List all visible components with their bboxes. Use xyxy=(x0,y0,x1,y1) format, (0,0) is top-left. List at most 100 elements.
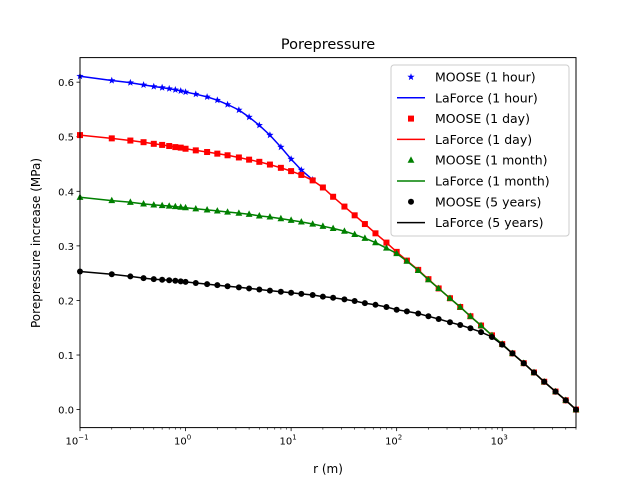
moose-point xyxy=(277,164,284,171)
moose-point xyxy=(266,161,273,168)
legend-marker-square xyxy=(408,115,414,122)
moose-point xyxy=(256,286,263,293)
moose-point xyxy=(266,131,274,139)
x-tick-label: 102 xyxy=(385,434,402,448)
moose-point xyxy=(159,276,166,283)
legend-label: LaForce (5 years) xyxy=(435,215,544,230)
moose-point xyxy=(245,113,253,121)
moose-point xyxy=(192,204,200,212)
moose-point xyxy=(266,287,273,294)
moose-point xyxy=(414,266,422,274)
moose-point xyxy=(435,316,442,323)
moose-point xyxy=(166,277,173,284)
y-tick-label: 0.4 xyxy=(58,187,74,198)
moose-point xyxy=(541,378,548,385)
moose-point xyxy=(383,239,390,246)
moose-point xyxy=(192,90,200,98)
moose-point xyxy=(108,271,115,278)
legend-label: MOOSE (1 hour) xyxy=(435,70,536,85)
moose-point xyxy=(309,220,317,227)
moose-point xyxy=(235,209,243,216)
moose-point xyxy=(204,281,211,288)
moose-point xyxy=(297,166,305,174)
y-tick-label: 0.1 xyxy=(58,351,74,362)
moose-point xyxy=(171,86,179,93)
moose-point xyxy=(309,291,316,298)
moose-point xyxy=(361,221,368,228)
moose-point xyxy=(341,296,348,303)
moose-point xyxy=(456,303,464,310)
moose-point xyxy=(126,198,134,205)
y-tick-label: 0.5 xyxy=(58,133,74,144)
moose-point xyxy=(158,201,166,209)
moose-point xyxy=(140,275,147,282)
moose-point xyxy=(288,168,295,175)
moose-point xyxy=(403,308,410,315)
moose-point xyxy=(256,158,263,165)
moose-point xyxy=(329,224,337,232)
moose-point xyxy=(383,303,390,310)
y-tick-label: 0.2 xyxy=(58,296,74,307)
moose-point xyxy=(393,306,400,313)
moose-point xyxy=(372,238,379,246)
moose-point xyxy=(319,184,326,191)
moose-point xyxy=(108,135,115,142)
moose-point xyxy=(203,93,211,100)
y-tick-label: 0.3 xyxy=(58,242,74,253)
moose-point xyxy=(165,84,173,92)
moose-point xyxy=(246,285,253,292)
moose-point xyxy=(140,200,147,207)
moose-point xyxy=(171,202,179,210)
moose-point xyxy=(287,216,295,223)
moose-point xyxy=(361,300,368,307)
moose-point xyxy=(319,293,326,300)
series-star xyxy=(76,72,317,183)
moose-point xyxy=(182,145,189,152)
moose-point xyxy=(245,210,253,217)
moose-point xyxy=(177,203,185,210)
moose-point xyxy=(158,83,166,91)
moose-point xyxy=(477,321,485,329)
moose-point xyxy=(288,289,295,296)
moose-point xyxy=(246,156,253,163)
moose-point xyxy=(415,310,422,317)
moose-point xyxy=(213,207,221,214)
legend: MOOSE (1 hour) LaForce (1 hour) MOOSE (1 d… xyxy=(390,64,570,237)
moose-point xyxy=(213,96,221,104)
moose-point xyxy=(127,273,134,280)
moose-point xyxy=(165,202,173,209)
y-axis-label: Porepressure increase (MPa) xyxy=(29,158,43,328)
moose-point xyxy=(172,277,179,284)
legend-label: MOOSE (5 years) xyxy=(435,194,541,209)
moose-point xyxy=(372,301,379,308)
moose-point xyxy=(425,275,432,283)
moose-point xyxy=(177,87,185,94)
moose-point xyxy=(166,143,173,150)
moose-point xyxy=(266,213,274,220)
x-tick-label: 103 xyxy=(491,434,508,448)
moose-point xyxy=(520,360,527,367)
moose-point xyxy=(126,78,134,86)
moose-point xyxy=(159,141,166,148)
moose-point xyxy=(127,137,134,144)
moose-point xyxy=(108,196,116,204)
moose-point xyxy=(277,214,285,222)
x-tick-label: 100 xyxy=(174,434,191,448)
moose-point xyxy=(214,150,221,157)
moose-point xyxy=(235,284,242,291)
moose-point xyxy=(177,144,184,151)
legend-label: MOOSE (1 month) xyxy=(435,153,548,168)
moose-point xyxy=(177,278,184,285)
moose-point xyxy=(224,208,231,215)
moose-point xyxy=(150,276,157,283)
axes-frame xyxy=(79,57,577,429)
moose-point xyxy=(330,193,337,200)
moose-point xyxy=(204,149,211,156)
moose-point xyxy=(457,322,464,329)
moose-point xyxy=(467,325,474,332)
moose-point xyxy=(255,121,263,129)
moose-point xyxy=(478,329,485,336)
moose-point xyxy=(309,177,316,184)
moose-point xyxy=(223,100,232,108)
x-tick-label: 101 xyxy=(280,434,297,448)
